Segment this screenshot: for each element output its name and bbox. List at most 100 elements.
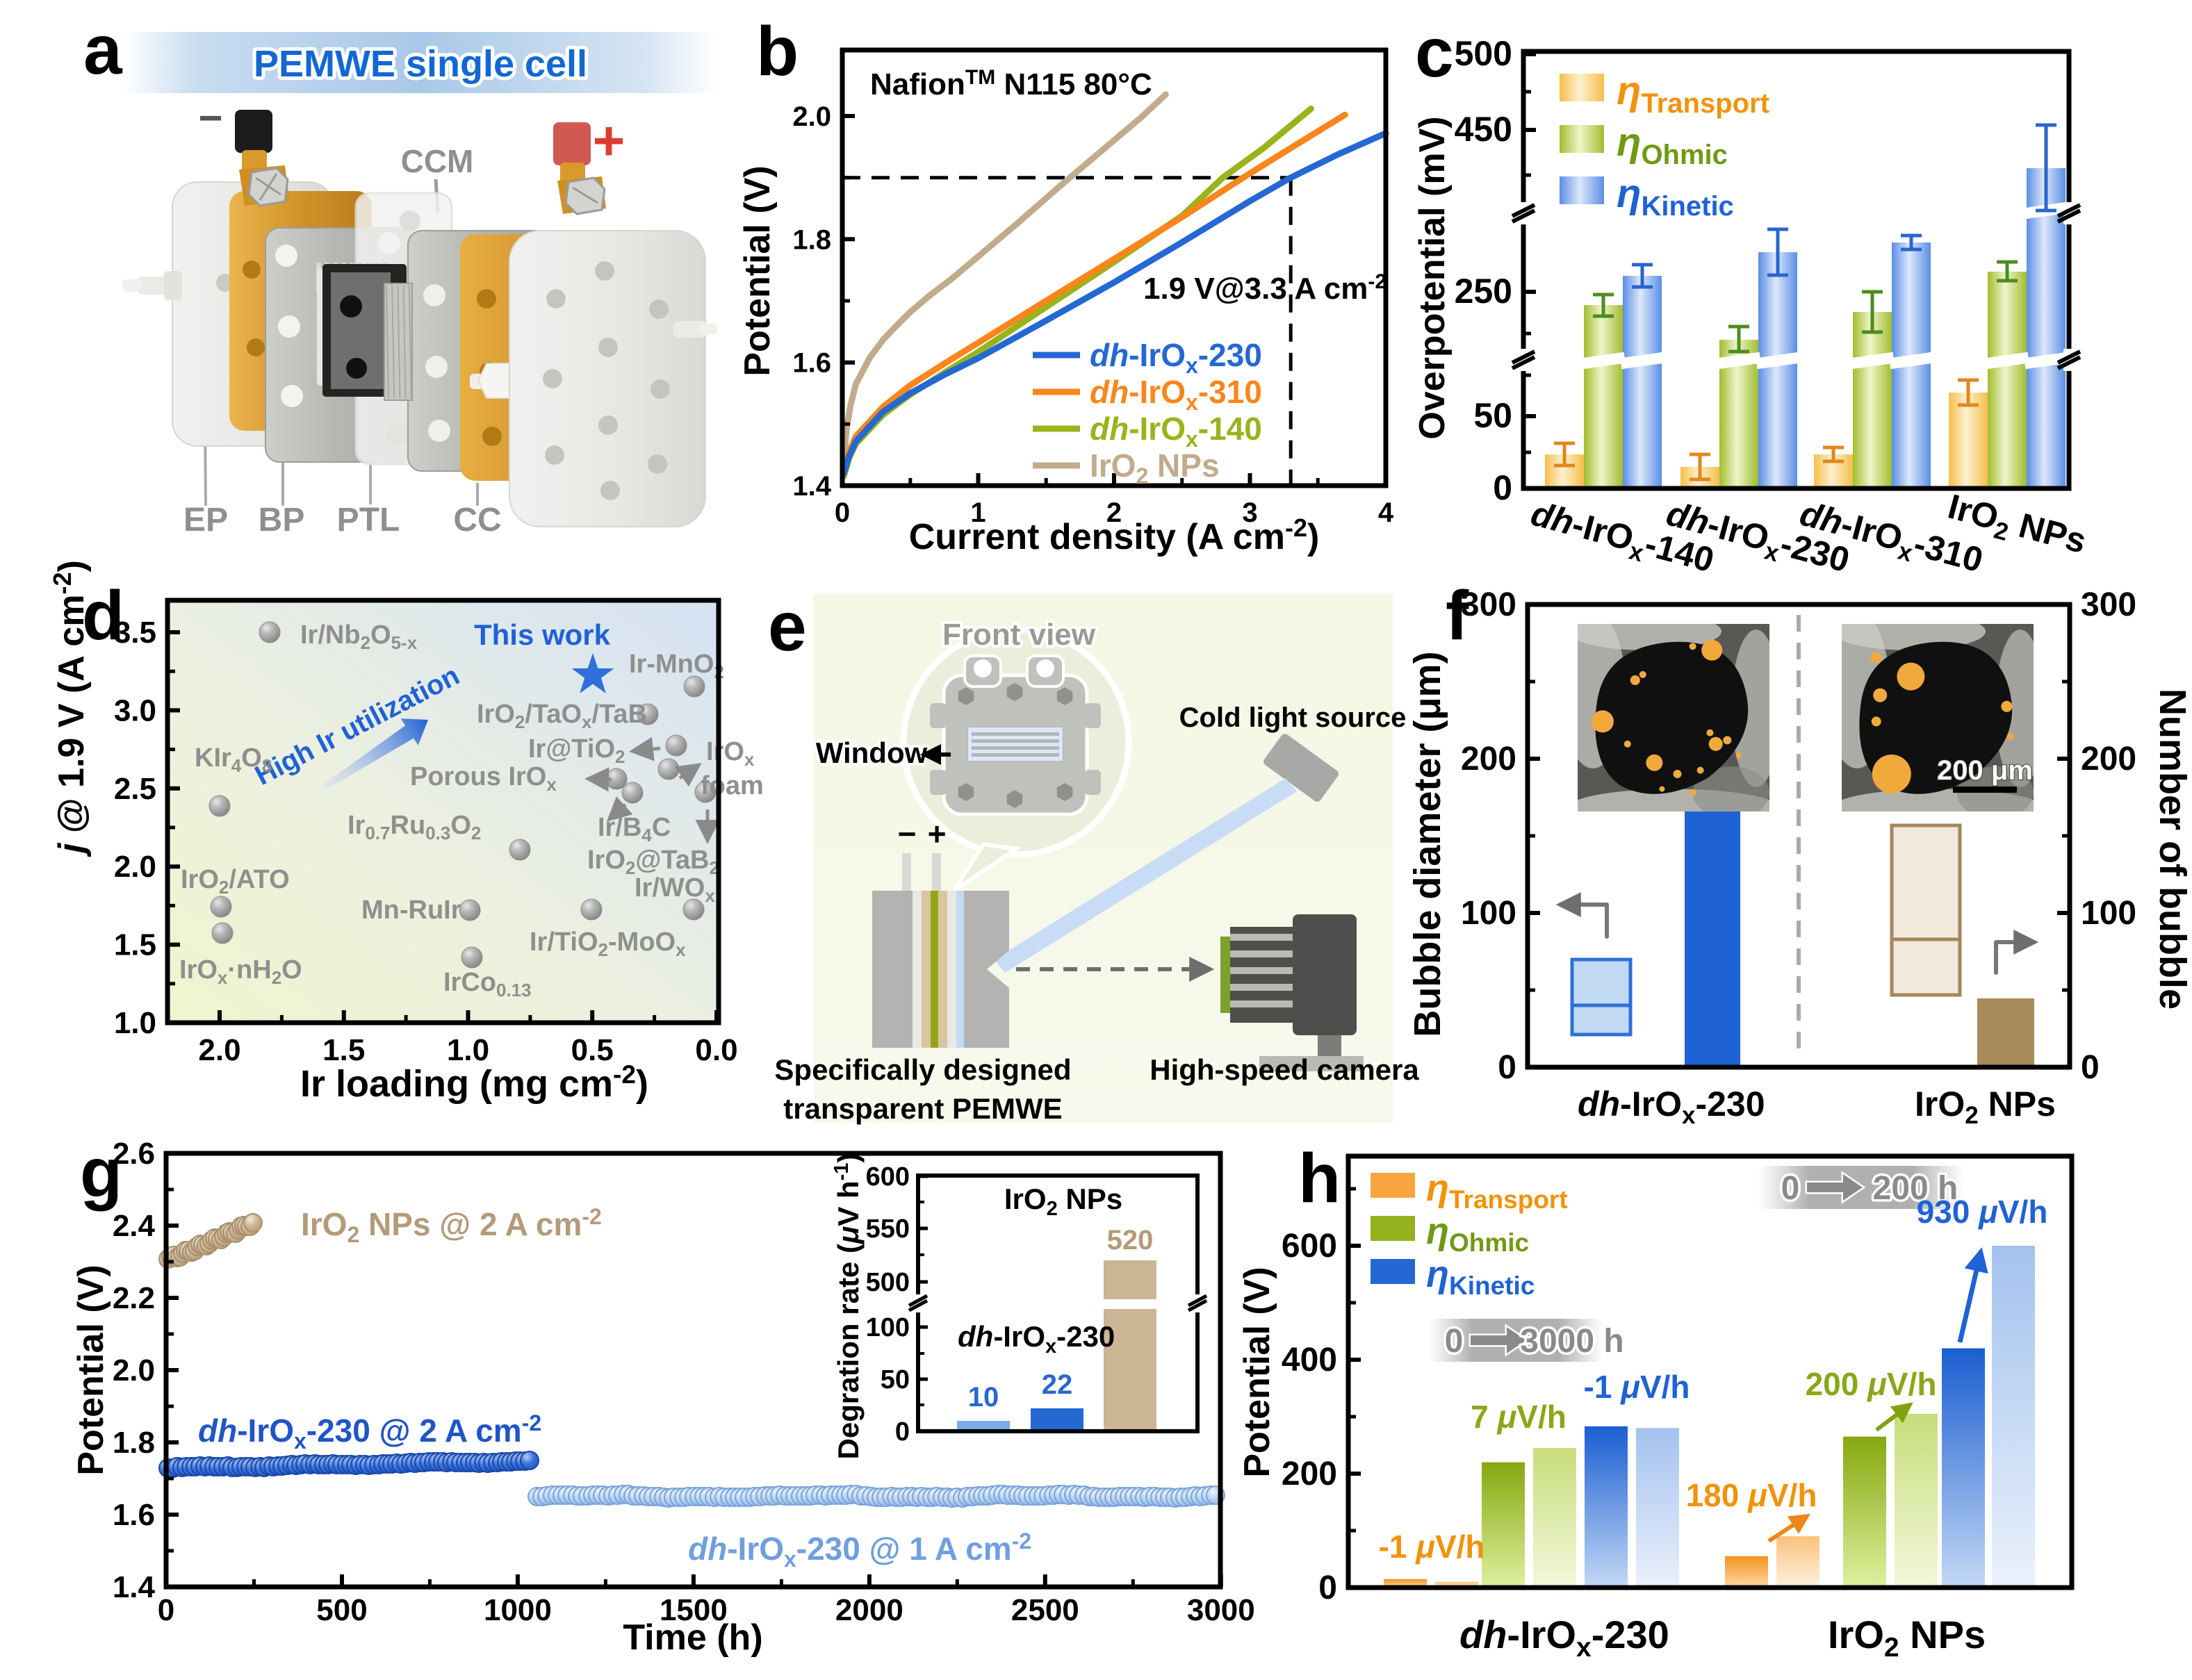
svg-text:100: 100 [2081, 895, 2136, 932]
svg-text:200: 200 [2081, 741, 2136, 777]
svg-text:b: b [756, 13, 799, 90]
svg-text:Overpotential (mV): Overpotential (mV) [1412, 116, 1453, 439]
svg-text:930 μV/h: 930 μV/h [1917, 1194, 2048, 1230]
svg-text:500: 500 [316, 1593, 367, 1627]
svg-text:d: d [82, 577, 124, 654]
svg-text:ηTransport: ηTransport [1426, 1167, 1568, 1214]
svg-text:2000: 2000 [835, 1593, 903, 1627]
svg-text:2.4: 2.4 [113, 1209, 156, 1243]
svg-text:200: 200 [1461, 741, 1516, 777]
svg-text:0: 0 [835, 497, 850, 528]
svg-text:0: 0 [1318, 1570, 1337, 1606]
svg-text:KIr4O8: KIr4O8 [195, 743, 272, 776]
svg-text:0.5: 0.5 [571, 1033, 614, 1067]
svg-text:2.0: 2.0 [113, 1353, 155, 1387]
svg-text:Cold light source: Cold light source [1179, 702, 1407, 733]
svg-text:EP: EP [183, 502, 228, 538]
svg-text:3000: 3000 [1187, 1593, 1255, 1627]
svg-text:0: 0 [895, 1417, 910, 1447]
svg-text:IrO2 NPs: IrO2 NPs [1004, 1183, 1122, 1220]
svg-text:f: f [1446, 577, 1469, 654]
svg-text:500: 500 [866, 1268, 910, 1297]
svg-text:2.2: 2.2 [113, 1281, 155, 1315]
svg-text:400: 400 [1282, 1342, 1337, 1378]
svg-text:Specifically designed: Specifically designed [774, 1053, 1071, 1086]
svg-text:Potential (V): Potential (V) [1237, 1267, 1277, 1477]
svg-text:50: 50 [1473, 396, 1512, 435]
svg-text:7 μV/h: 7 μV/h [1471, 1399, 1567, 1435]
svg-text:1.0: 1.0 [447, 1033, 489, 1067]
svg-text:IrCo0.13: IrCo0.13 [443, 968, 532, 1000]
svg-text:3.0: 3.0 [114, 693, 156, 727]
svg-text:550: 550 [866, 1214, 910, 1244]
svg-text:IrO2/ATO: IrO2/ATO [181, 865, 290, 898]
svg-text:2.0: 2.0 [792, 101, 831, 132]
svg-text:1.8: 1.8 [113, 1426, 155, 1460]
svg-text:Window: Window [816, 736, 928, 769]
svg-text:a: a [83, 11, 123, 89]
svg-text:CC: CC [453, 502, 501, 538]
svg-text:Porous IrOx: Porous IrOx [410, 762, 557, 795]
svg-text:0: 0 [1445, 1323, 1464, 1360]
svg-text:1.6: 1.6 [113, 1498, 155, 1532]
svg-text:dh-IrOx-230: dh-IrOx-230 [1090, 337, 1262, 378]
svg-text:+: + [928, 816, 947, 852]
svg-text:ηKinetic: ηKinetic [1426, 1253, 1535, 1300]
svg-text:520: 520 [1107, 1225, 1154, 1255]
svg-text:2.0: 2.0 [114, 850, 156, 884]
svg-text:dh-IrOx-230: dh-IrOx-230 [1459, 1613, 1669, 1663]
svg-text:200 μm: 200 μm [1937, 755, 2033, 786]
svg-text:4: 4 [1378, 497, 1394, 528]
svg-text:Ir/B4C: Ir/B4C [598, 813, 671, 846]
svg-text:ηKinetic: ηKinetic [1617, 171, 1734, 222]
svg-text:100: 100 [866, 1313, 910, 1342]
svg-text:250: 250 [1455, 272, 1512, 311]
svg-text:1.0: 1.0 [114, 1006, 156, 1040]
svg-text:−: − [898, 816, 917, 852]
svg-text:2500: 2500 [1011, 1593, 1079, 1627]
svg-text:dh-IrOx-230 @ 2 A cm-2: dh-IrOx-230 @ 2 A cm-2 [198, 1410, 541, 1453]
svg-text:dh-IrOx-310: dh-IrOx-310 [1090, 374, 1262, 415]
svg-text:200: 200 [1282, 1456, 1337, 1492]
svg-text:200 μV/h: 200 μV/h [1806, 1366, 1937, 1402]
svg-text:g: g [80, 1134, 122, 1212]
svg-text:IrOx: IrOx [706, 737, 755, 770]
svg-text:Degration rate (μV h-1): Degration rate (μV h-1) [831, 1153, 865, 1460]
svg-text:1.4: 1.4 [792, 471, 831, 502]
svg-text:IrO2 NPs: IrO2 NPs [1090, 447, 1220, 488]
svg-text:1.8: 1.8 [792, 224, 831, 255]
svg-text:dh-IrOx-230 @ 1 A cm-2: dh-IrOx-230 @ 1 A cm-2 [688, 1529, 1031, 1572]
svg-text:IrO2 NPs: IrO2 NPs [1915, 1085, 2056, 1129]
svg-text:Front view: Front view [942, 618, 1096, 652]
svg-text:2.5: 2.5 [114, 772, 156, 806]
svg-text:High-speed camera: High-speed camera [1150, 1053, 1419, 1086]
svg-text:1.6: 1.6 [792, 348, 831, 379]
svg-text:dh-IrOx-230: dh-IrOx-230 [958, 1320, 1115, 1358]
svg-text:0: 0 [1781, 1170, 1800, 1207]
svg-text:PTL: PTL [337, 502, 400, 538]
svg-text:600: 600 [1282, 1228, 1337, 1265]
svg-text:1500: 1500 [660, 1593, 728, 1627]
svg-text:0: 0 [2081, 1049, 2100, 1086]
svg-text:-1 μV/h: -1 μV/h [1584, 1369, 1690, 1405]
svg-text:Number of bubble: Number of bubble [2152, 689, 2192, 1010]
svg-text:0: 0 [158, 1593, 174, 1627]
svg-text:IrOx·nH2O: IrOx·nH2O [179, 955, 302, 988]
svg-text:Bubble diameter (μm): Bubble diameter (μm) [1407, 651, 1448, 1037]
svg-text:IrO2 NPs @ 2 A cm-2: IrO2 NPs @ 2 A cm-2 [301, 1204, 602, 1247]
svg-text:3: 3 [1242, 497, 1257, 528]
svg-text:IrO2 NPs: IrO2 NPs [1828, 1613, 1986, 1663]
svg-text:ηOhmic: ηOhmic [1426, 1210, 1529, 1257]
svg-text:Potential (V): Potential (V) [71, 1265, 111, 1475]
svg-text:This work: This work [474, 618, 611, 651]
svg-text:180 μV/h: 180 μV/h [1686, 1477, 1817, 1513]
svg-text:0: 0 [1493, 468, 1512, 507]
svg-text:Ir/Nb2O5-x: Ir/Nb2O5-x [300, 620, 418, 653]
svg-text:200 h: 200 h [1873, 1170, 1958, 1207]
svg-text:1.5: 1.5 [322, 1033, 365, 1067]
svg-text:CCM: CCM [401, 143, 474, 179]
svg-text:Ir0.7Ru0.3O2: Ir0.7Ru0.3O2 [347, 811, 481, 843]
svg-text:450: 450 [1455, 110, 1512, 149]
svg-text:300: 300 [1461, 586, 1516, 623]
svg-text:2: 2 [1106, 497, 1122, 528]
